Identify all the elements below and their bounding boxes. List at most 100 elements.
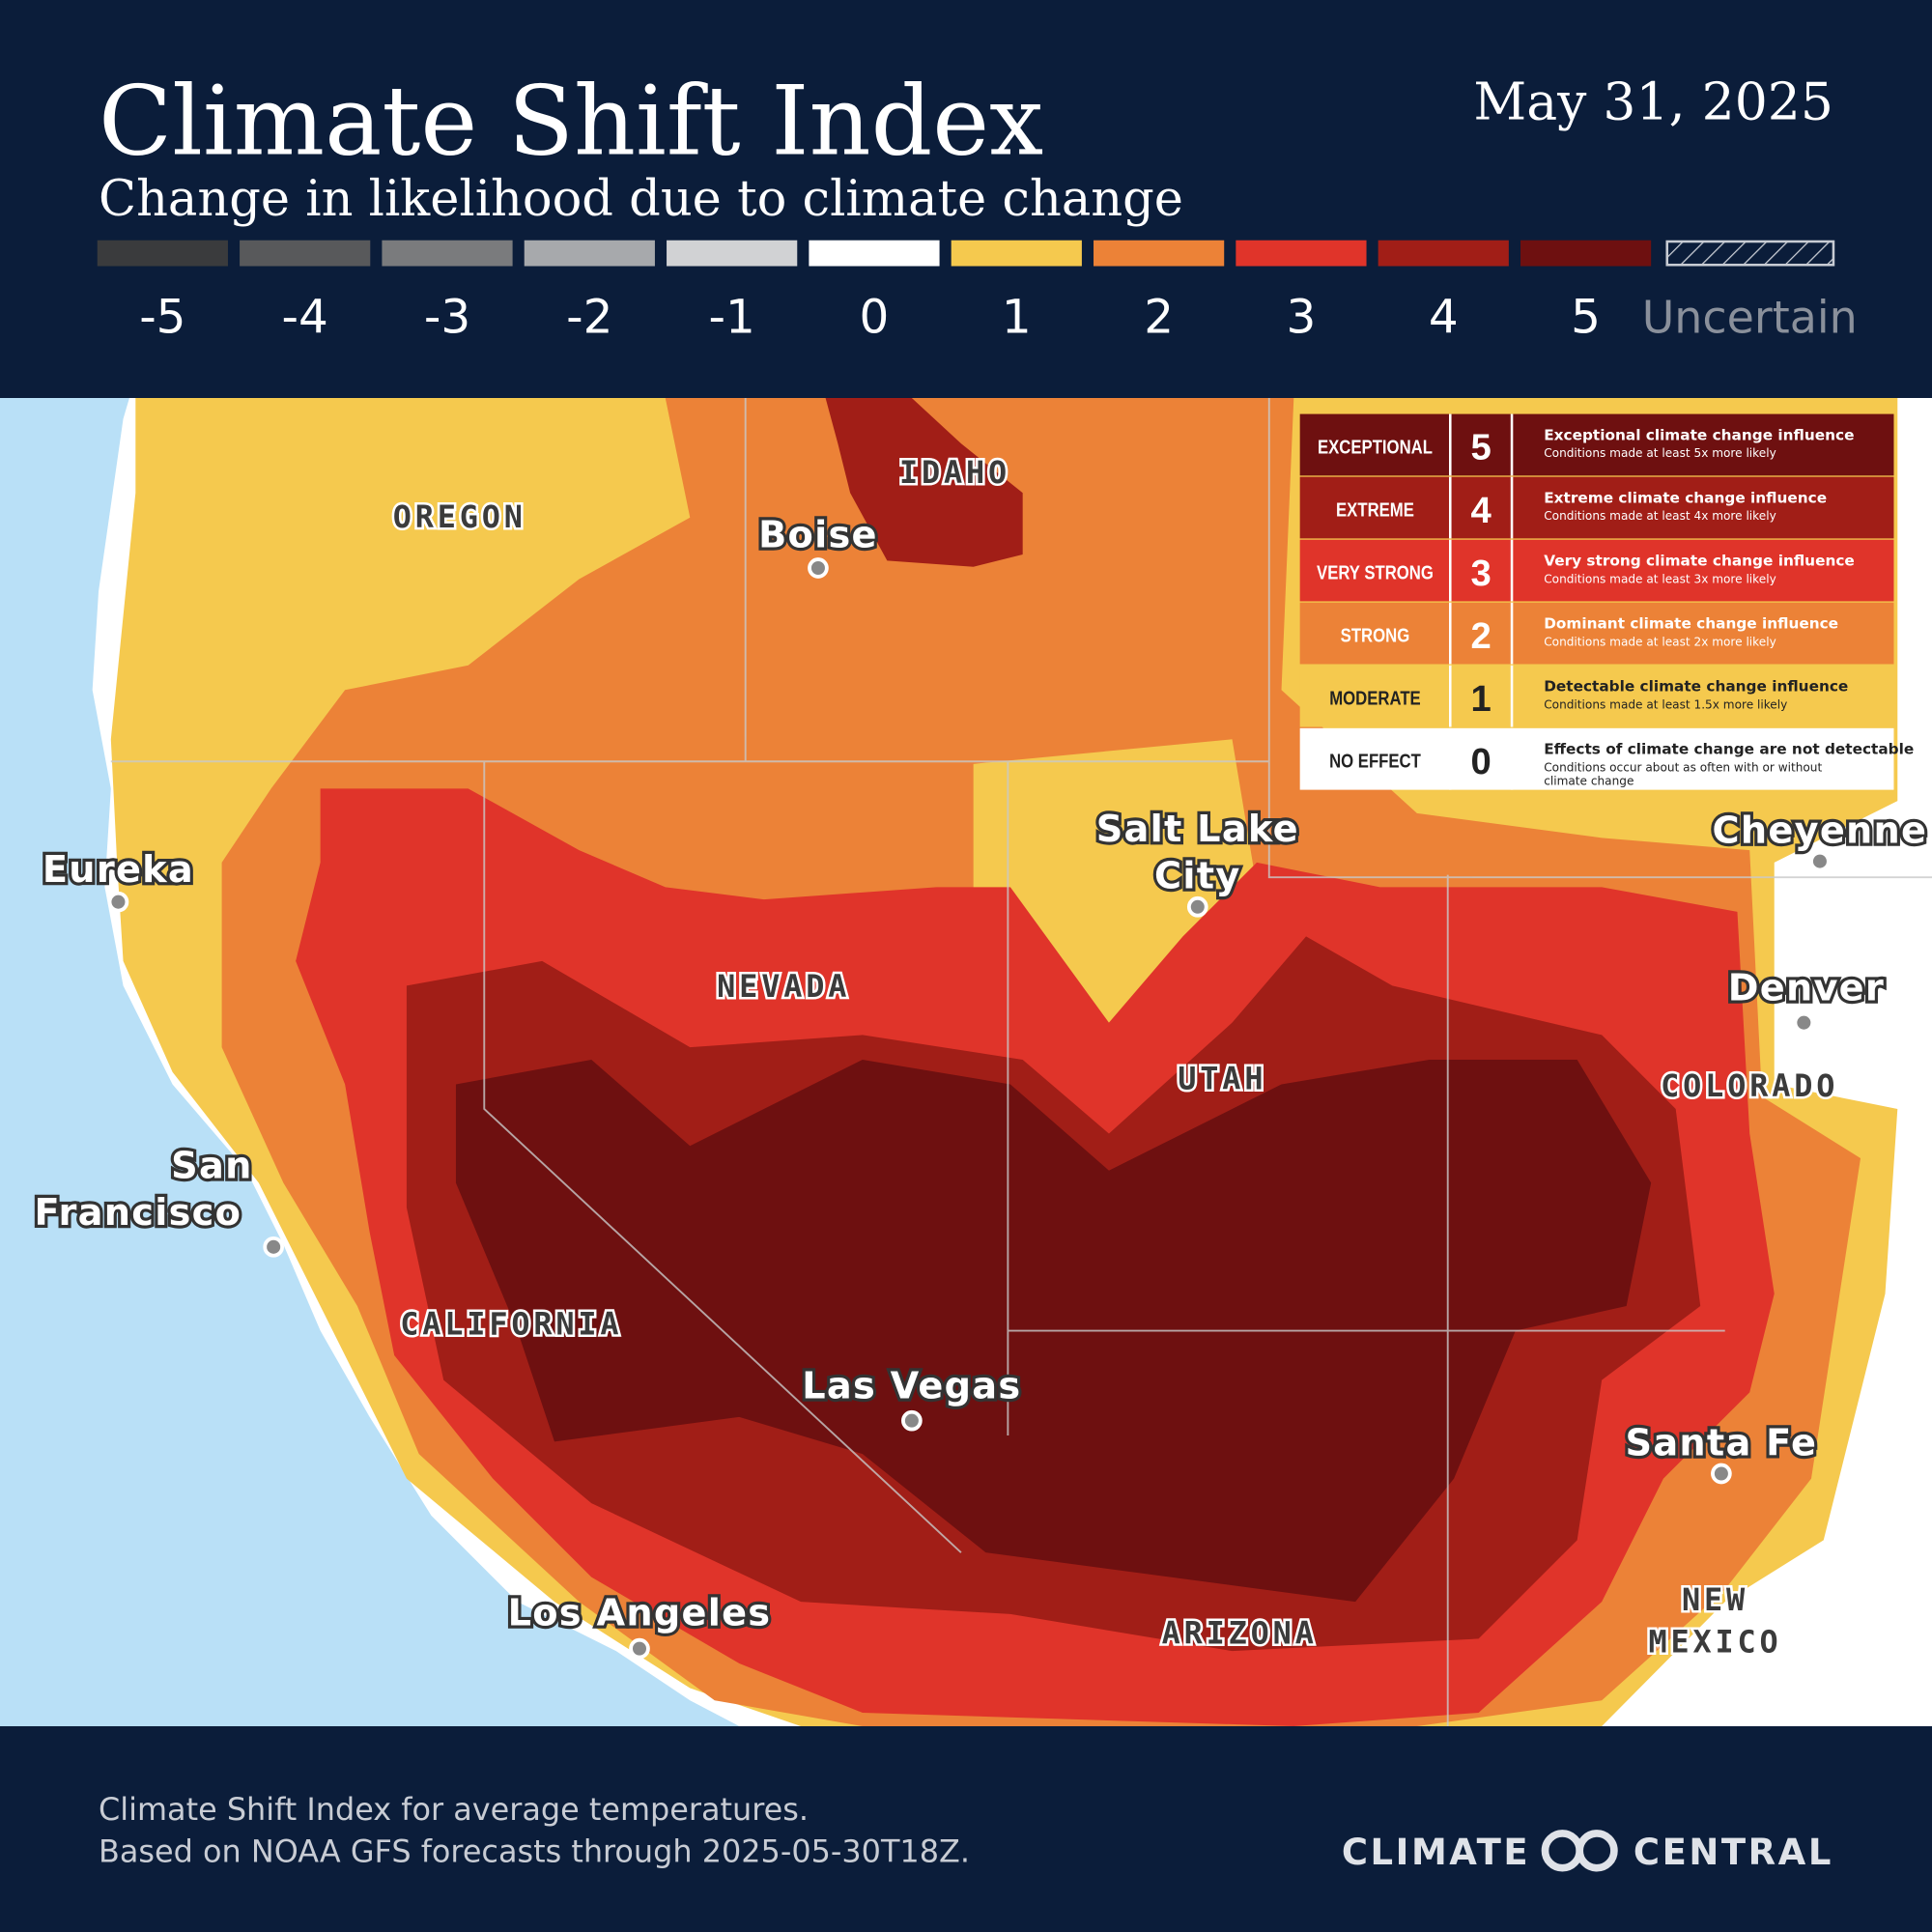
state-label: CALIFORNIA [400,1305,622,1342]
key-description: Conditions made at least 3x more likely [1544,572,1776,585]
title: Climate Shift Index [99,66,1043,177]
ocean [0,397,740,1726]
key-row [1299,539,1894,602]
header-bg [0,0,1932,398]
state-label: OREGON [393,498,526,535]
legend-label: 2 [1144,290,1174,344]
key-category: NO EFFECT [1329,750,1421,772]
city-label: Las Vegas [802,1365,1021,1408]
legend-swatch [1378,240,1509,267]
legend-label: Uncertain [1642,291,1858,343]
state-label: UTAH [1178,1061,1266,1097]
state-label: MEXICO [1648,1623,1781,1660]
logo-icon [1541,1830,1618,1872]
city-dot [1793,1011,1815,1034]
labels: OREGON IDAHO NEVADA UTAH COLORADO CALIFORNIA A… [31,451,1929,1662]
subtitle: Change in likelihood due to climate chan… [99,171,1183,228]
legend-swatch [1094,240,1225,267]
city-dot [1809,850,1831,872]
state-label: ARIZONA [1162,1615,1318,1652]
city-dot [1711,1463,1732,1485]
state-label: IDAHO [899,454,1010,491]
key-description: Conditions made at least 4x more likely [1544,509,1776,523]
state-label: COLORADO [1661,1067,1838,1104]
city-dot [629,1637,650,1660]
city-label: Boise [758,513,878,556]
state-label: NEVADA [717,968,850,1005]
logo-left: CLIMATE [1342,1832,1530,1873]
city-label: Los Angeles [508,1591,772,1634]
legend-label: -3 [424,290,470,344]
legend-swatch [382,240,513,267]
logo-right: CENTRAL [1634,1832,1833,1873]
key-category: EXCEPTIONAL [1318,436,1433,458]
footer-line: Climate Shift Index for average temperat… [99,1791,809,1828]
city-label: San [171,1144,252,1187]
key-heading: Effects of climate change are not detect… [1544,741,1914,758]
legend-swatch [951,240,1082,267]
key-level: 2 [1471,615,1492,657]
legend-swatch [809,240,940,267]
city-label: Francisco [35,1191,242,1235]
key-level: 3 [1471,553,1492,594]
legend-label: -2 [566,290,612,344]
legend-swatch [97,240,228,267]
key-row [1299,413,1894,476]
key-description: Conditions made at least 2x more likely [1544,635,1776,648]
key-row [1299,727,1894,790]
borders [110,397,1932,1726]
key-description: Conditions made at least 1.5x more likel… [1544,697,1787,711]
legend-swatch [1520,240,1652,267]
key-description: Conditions occur about as often with or … [1544,760,1822,774]
legend-swatch [524,240,655,267]
legend-label: -5 [139,290,185,344]
city-label: Denver [1728,967,1885,1010]
state-label: NEW [1682,1581,1748,1618]
legend-label: 5 [1571,290,1601,344]
legend-label: 3 [1287,290,1317,344]
legend-label: 4 [1429,290,1459,344]
map-key: EXCEPTIONAL 5 Exceptional climate change i… [1299,413,1914,790]
city-dot [808,557,829,579]
key-row [1299,476,1894,539]
key-heading: Detectable climate change influence [1544,678,1848,696]
city-label: Cheyenne [1713,809,1928,852]
key-level: 0 [1471,741,1492,782]
legend-swatch-uncertain [1665,240,1835,267]
map: OREGON IDAHO NEVADA UTAH COLORADO CALIFORNIA A… [0,397,1932,1726]
key-level: 4 [1471,490,1492,531]
legend-label: 1 [1002,290,1032,344]
date: May 31, 2025 [1473,71,1833,132]
legend-label: -4 [282,290,328,344]
key-heading: Dominant climate change influence [1544,615,1838,633]
city-dot [901,1409,923,1432]
legend-swatch [1236,240,1367,267]
key-category: MODERATE [1329,687,1420,709]
city-label: City [1154,855,1241,898]
legend: -5 -4 -3 -2 -1 0 1 2 3 4 5 Uncertain [97,240,1858,344]
legend-swatch [240,240,371,267]
city-dot [107,891,129,913]
key-category: EXTREME [1336,498,1414,521]
zone-extreme [825,397,1023,567]
key-heading: Exceptional climate change influence [1544,426,1854,443]
city-dot [263,1236,285,1258]
key-heading: Very strong climate change influence [1544,552,1855,569]
city-dot [1186,895,1208,918]
key-category: VERY STRONG [1317,561,1434,583]
key-level: 1 [1471,678,1492,720]
footer-line: Based on NOAA GFS forecasts through 2025… [99,1833,970,1869]
legend-label: 0 [860,290,890,344]
city-label: Eureka [43,848,194,892]
key-description: Conditions made at least 5x more likely [1544,446,1776,460]
key-row [1299,602,1894,665]
footer-bg [0,1725,1932,1932]
key-heading: Extreme climate change influence [1544,489,1827,506]
key-category: STRONG [1341,624,1410,646]
key-description: climate change [1544,775,1634,788]
city-label: Santa Fe [1626,1421,1818,1464]
legend-label: -1 [708,290,754,344]
key-level: 5 [1471,427,1492,469]
